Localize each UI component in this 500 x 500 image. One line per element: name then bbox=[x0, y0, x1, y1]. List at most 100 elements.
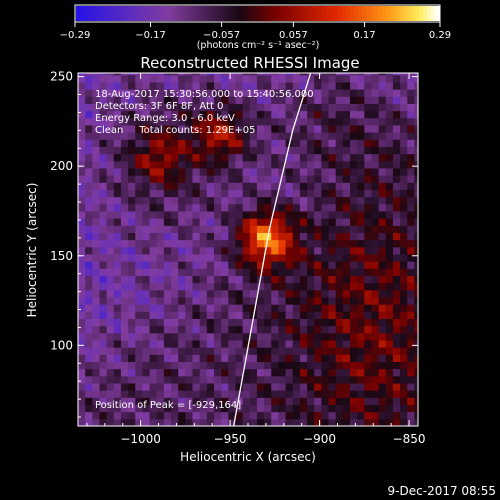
heatmap-cell bbox=[314, 361, 322, 370]
heatmap-cell bbox=[335, 368, 344, 377]
heatmap-cell bbox=[178, 296, 186, 305]
heatmap-cell bbox=[256, 289, 265, 298]
heatmap-cell bbox=[350, 81, 358, 90]
heatmap-cell bbox=[113, 210, 122, 219]
heatmap-cell bbox=[314, 311, 322, 319]
heatmap-cell bbox=[392, 167, 401, 176]
heatmap-cell bbox=[192, 189, 201, 198]
heatmap-cell bbox=[149, 282, 158, 291]
heatmap-cell bbox=[378, 73, 387, 76]
heatmap-cell bbox=[249, 368, 258, 377]
heatmap-cell bbox=[135, 296, 143, 305]
heatmap-cell bbox=[357, 361, 365, 370]
heatmap-cell bbox=[221, 397, 229, 405]
heatmap-cell bbox=[392, 282, 401, 291]
heatmap-cell bbox=[378, 268, 387, 276]
heatmap-cell bbox=[92, 89, 100, 97]
heatmap-cell bbox=[85, 282, 93, 291]
heatmap-cell bbox=[242, 268, 251, 276]
heatmap-cell bbox=[264, 218, 272, 226]
heatmap-cell bbox=[192, 246, 201, 255]
heatmap-cell bbox=[371, 73, 380, 76]
heatmap-cell bbox=[221, 81, 229, 90]
heatmap-cell bbox=[314, 304, 322, 312]
heatmap-cell bbox=[99, 268, 108, 276]
heatmap-cell bbox=[214, 275, 222, 284]
heatmap-cell bbox=[292, 167, 301, 176]
heatmap-cell bbox=[113, 282, 122, 291]
heatmap-cell bbox=[128, 153, 136, 162]
colorbar-cell bbox=[253, 6, 259, 21]
heatmap-cell bbox=[264, 382, 272, 391]
heatmap-cell bbox=[163, 139, 172, 147]
colorbar-cell bbox=[128, 6, 134, 21]
heatmap-cell bbox=[357, 325, 365, 334]
heatmap-cell bbox=[314, 153, 322, 162]
heatmap-cell bbox=[414, 139, 418, 147]
heatmap-cell bbox=[264, 96, 272, 104]
heatmap-cell bbox=[371, 275, 380, 284]
heatmap-cell bbox=[271, 404, 279, 413]
heatmap-cell bbox=[113, 175, 122, 183]
heatmap-cell bbox=[135, 132, 143, 140]
heatmap-cell bbox=[364, 132, 372, 140]
heatmap-cell bbox=[185, 282, 194, 291]
heatmap-cell bbox=[299, 261, 308, 269]
heatmap-cell bbox=[392, 390, 401, 398]
heatmap-cell bbox=[407, 189, 415, 198]
colorbar-cell bbox=[406, 6, 412, 21]
heatmap-cell bbox=[135, 167, 143, 176]
colorbar-cell bbox=[168, 6, 174, 21]
heatmap-cell bbox=[249, 282, 258, 291]
heatmap-cell bbox=[128, 332, 136, 341]
heatmap-cell bbox=[178, 203, 186, 212]
heatmap-cell bbox=[221, 96, 229, 104]
colorbar-frame bbox=[74, 4, 441, 23]
heatmap-cell bbox=[214, 160, 222, 169]
heatmap-cell bbox=[307, 103, 315, 112]
heatmap-cell bbox=[400, 182, 408, 190]
heatmap-cell bbox=[135, 232, 143, 241]
heatmap-cells bbox=[78, 73, 418, 426]
heatmap-cell bbox=[185, 146, 194, 155]
heatmap-cell bbox=[385, 311, 394, 319]
heatmap-cell bbox=[199, 253, 208, 262]
heatmap-cell bbox=[192, 318, 201, 327]
heatmap-cell bbox=[342, 304, 351, 312]
colorbar-cell bbox=[120, 6, 125, 21]
heatmap-cell bbox=[214, 246, 222, 255]
heatmap-cell bbox=[128, 311, 136, 319]
heatmap-cell bbox=[235, 368, 244, 377]
heatmap-cell bbox=[206, 196, 215, 205]
heatmap-cell bbox=[414, 74, 418, 83]
heatmap-cell bbox=[385, 347, 394, 355]
heatmap-cell bbox=[278, 139, 287, 147]
heatmap-cell bbox=[113, 397, 122, 405]
heatmap-cell bbox=[385, 296, 394, 305]
footer-date: 9-Dec-2017 08:55 bbox=[388, 484, 496, 498]
heatmap-cell bbox=[242, 167, 251, 176]
heatmap-cell bbox=[92, 203, 100, 212]
heatmap-cell bbox=[221, 318, 229, 327]
heatmap-cell bbox=[328, 390, 337, 398]
heatmap-cell bbox=[135, 411, 143, 420]
heatmap-cell bbox=[185, 246, 194, 255]
heatmap-cell bbox=[350, 117, 358, 126]
heatmap-cell bbox=[378, 124, 387, 133]
heatmap-cell bbox=[285, 81, 294, 90]
heatmap-cell bbox=[285, 347, 294, 355]
heatmap-cell bbox=[99, 89, 108, 97]
heatmap-cell bbox=[85, 189, 93, 198]
heatmap-cell bbox=[307, 139, 315, 147]
heatmap-cell bbox=[106, 89, 115, 97]
heatmap-cell bbox=[371, 189, 380, 198]
heatmap-cell bbox=[256, 182, 265, 190]
heatmap-cell bbox=[350, 296, 358, 305]
heatmap-cell bbox=[92, 411, 100, 420]
heatmap-cell bbox=[120, 110, 129, 119]
heatmap-cell bbox=[328, 311, 337, 319]
heatmap-cell bbox=[414, 332, 418, 341]
heatmap-cell bbox=[357, 182, 365, 190]
heatmap-cell bbox=[249, 332, 258, 341]
heatmap-cell bbox=[192, 96, 201, 104]
